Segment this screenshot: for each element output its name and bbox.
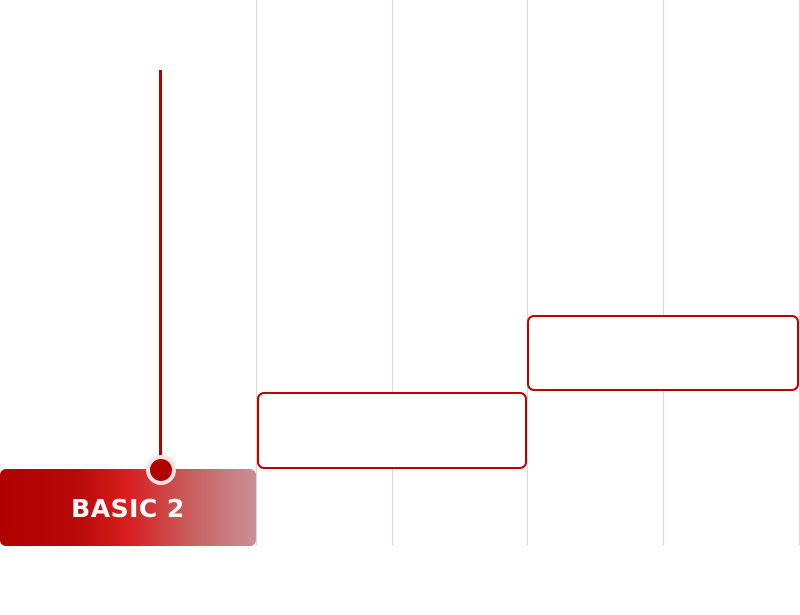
connector-dot: [146, 455, 176, 485]
row-label: BASIC 2: [0, 469, 256, 546]
timeline-bar: [257, 392, 527, 469]
column-divider: [256, 0, 257, 546]
column-divider: [527, 0, 528, 546]
connector-line: [159, 70, 162, 465]
column-divider: [392, 0, 393, 546]
column-divider: [663, 0, 664, 546]
timeline-bar: [527, 315, 799, 391]
row-label-text: BASIC 2: [71, 494, 185, 523]
